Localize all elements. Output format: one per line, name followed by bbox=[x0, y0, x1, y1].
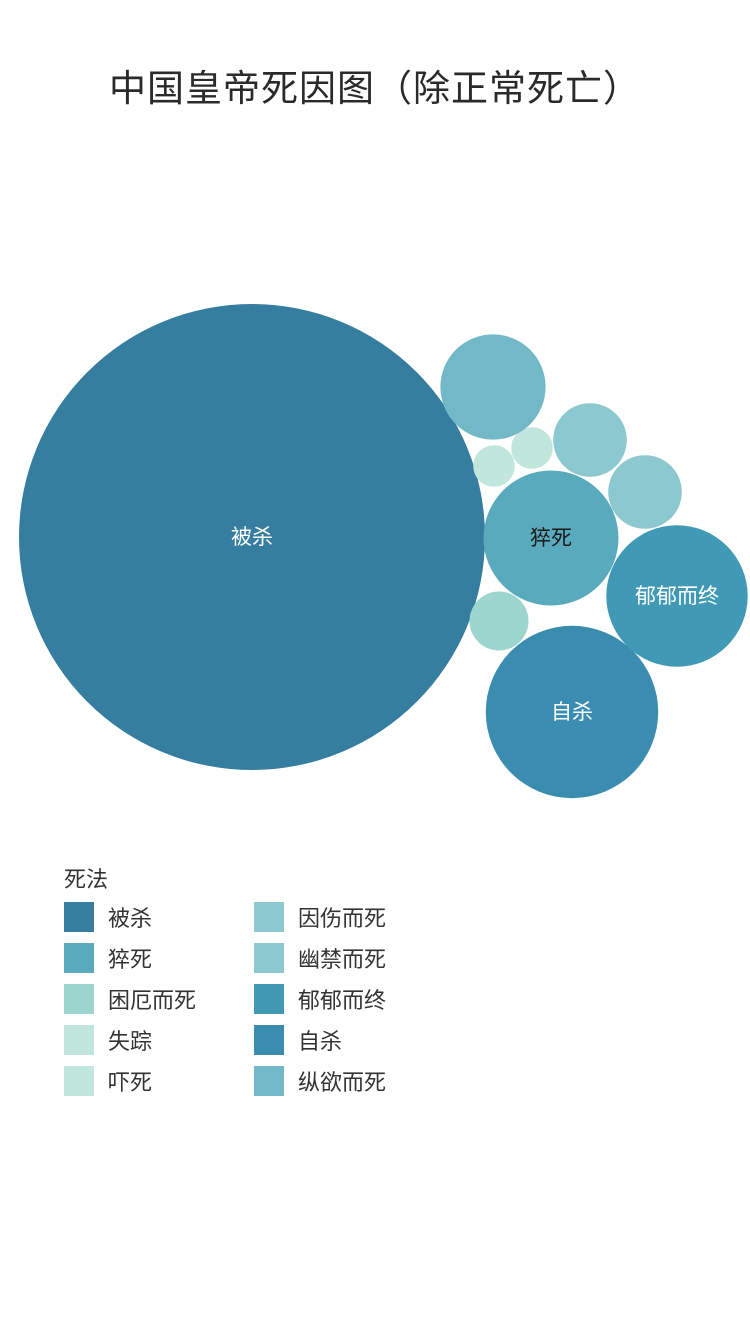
chart-title: 中国皇帝死因图（除正常死亡） bbox=[109, 67, 641, 110]
legend-swatch bbox=[64, 984, 94, 1014]
legend: 死法 被杀 猝死 困厄而死 失踪 吓死 因伤而死 幽禁而死 bbox=[64, 866, 684, 1107]
legend-title: 死法 bbox=[64, 868, 109, 893]
legend-item-youjin[interactable]: 幽禁而死 bbox=[254, 943, 386, 973]
bubble-困厄而死[interactable] bbox=[469, 591, 529, 651]
legend-item-cusi[interactable]: 猝死 bbox=[64, 943, 152, 973]
bubble-label-郁郁而终: 郁郁而终 bbox=[635, 584, 719, 608]
legend-label: 吓死 bbox=[108, 1071, 153, 1096]
legend-swatch bbox=[254, 943, 284, 973]
legend-swatch bbox=[64, 943, 94, 973]
legend-label: 困厄而死 bbox=[108, 989, 197, 1014]
legend-item-yinshang[interactable]: 因伤而死 bbox=[254, 902, 386, 932]
bubble-自杀[interactable] bbox=[485, 625, 659, 799]
bubble-因伤而死[interactable] bbox=[553, 403, 627, 477]
legend-label: 猝死 bbox=[108, 948, 153, 973]
legend-grid: 被杀 猝死 困厄而死 失踪 吓死 因伤而死 幽禁而死 郁郁而终 bbox=[64, 902, 684, 1107]
bubble-吓死[interactable] bbox=[473, 445, 515, 487]
legend-item-xiasi[interactable]: 吓死 bbox=[64, 1066, 152, 1096]
legend-label: 被杀 bbox=[108, 907, 153, 932]
bubble-失踪[interactable] bbox=[511, 427, 553, 469]
bubble-被杀[interactable] bbox=[19, 304, 485, 770]
bubble-猝死[interactable] bbox=[483, 470, 619, 606]
legend-swatch bbox=[254, 984, 284, 1014]
legend-swatch bbox=[254, 1025, 284, 1055]
legend-item-zongyu[interactable]: 纵欲而死 bbox=[254, 1066, 386, 1096]
legend-item-beisha[interactable]: 被杀 bbox=[64, 902, 152, 932]
bubble-label-猝死: 猝死 bbox=[530, 526, 572, 550]
legend-label: 纵欲而死 bbox=[298, 1071, 387, 1096]
legend-swatch bbox=[254, 1066, 284, 1096]
legend-swatch bbox=[64, 902, 94, 932]
bubble-label-自杀: 自杀 bbox=[551, 700, 593, 724]
legend-label: 自杀 bbox=[298, 1030, 343, 1055]
legend-label: 失踪 bbox=[108, 1030, 153, 1055]
bubble-郁郁而终[interactable] bbox=[606, 525, 748, 667]
bubble-label-被杀: 被杀 bbox=[231, 525, 273, 549]
legend-label: 因伤而死 bbox=[298, 907, 387, 932]
legend-label: 郁郁而终 bbox=[298, 989, 387, 1014]
legend-item-zisha[interactable]: 自杀 bbox=[254, 1025, 342, 1055]
legend-swatch bbox=[64, 1025, 94, 1055]
legend-item-kunesi[interactable]: 困厄而死 bbox=[64, 984, 196, 1014]
legend-item-yuyu[interactable]: 郁郁而终 bbox=[254, 984, 386, 1014]
bubble-纵欲而死[interactable] bbox=[440, 334, 546, 440]
legend-swatch bbox=[64, 1066, 94, 1096]
legend-item-shizong[interactable]: 失踪 bbox=[64, 1025, 152, 1055]
legend-label: 幽禁而死 bbox=[298, 948, 387, 973]
legend-swatch bbox=[254, 902, 284, 932]
bubble-幽禁而死[interactable] bbox=[608, 455, 682, 529]
